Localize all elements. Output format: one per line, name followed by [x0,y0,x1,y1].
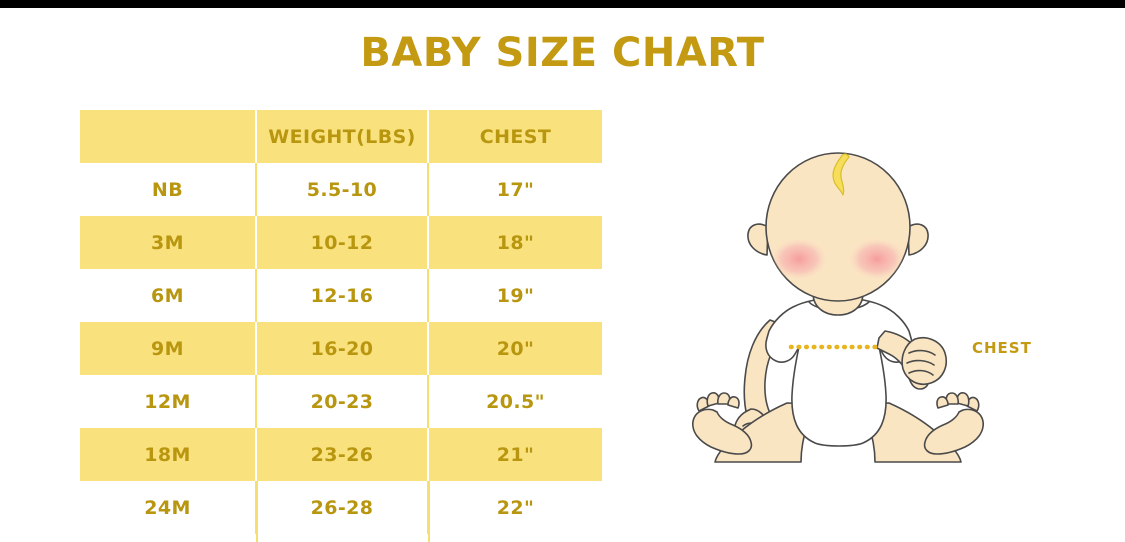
cell-weight: 10-12 [255,216,428,269]
table-row: 6M 12-16 19" [80,269,602,322]
table-row: 18M 23-26 21" [80,428,602,481]
cell-chest: 17" [427,163,602,216]
cell-weight: 26-28 [255,481,428,534]
table-row: 9M 16-20 20" [80,322,602,375]
cell-size: 24M [80,481,256,534]
cell-size: 3M [80,216,256,269]
cell-weight: 16-20 [255,322,428,375]
cell-weight: 23-26 [255,428,428,481]
table-row: NB 5.5-10 17" [80,163,602,216]
baby-onesie [765,297,913,447]
cell-weight: 5.5-10 [255,163,428,216]
cell-size: NB [80,163,256,216]
baby-right-arm [876,330,947,390]
cell-chest: 20" [427,322,602,375]
page-title: BABY SIZE CHART [360,30,765,76]
baby-left-ear [747,223,769,256]
table-row: 3M 10-12 18" [80,216,602,269]
baby-right-ear [907,223,929,256]
column-header-size [80,110,256,163]
size-chart-table: WEIGHT(LBS) CHEST NB 5.5-10 17" 3M 10-12… [80,110,602,534]
cell-weight: 20-23 [255,375,428,428]
baby-left-cheek [769,237,829,281]
baby-left-leg [691,392,819,463]
baby-illustration [675,135,1005,465]
table-column-divider [428,481,430,542]
table-column-divider [256,481,258,542]
cell-size: 18M [80,428,256,481]
cell-chest: 21" [427,428,602,481]
cell-size: 12M [80,375,256,428]
table-row: 24M 26-28 22" [80,481,602,534]
cell-size: 6M [80,269,256,322]
top-frame-bar [0,0,1125,8]
table-row: 12M 20-23 20.5" [80,375,602,428]
cell-size: 9M [80,322,256,375]
table-header-row: WEIGHT(LBS) CHEST [80,110,602,163]
baby-right-cheek [847,237,907,281]
cell-chest: 19" [427,269,602,322]
column-header-weight: WEIGHT(LBS) [255,110,428,163]
column-header-chest: CHEST [427,110,602,163]
cell-chest: 18" [427,216,602,269]
cell-chest: 22" [427,481,602,534]
baby-hair-curl [832,153,850,196]
chest-label: CHEST [972,339,1032,357]
cell-weight: 12-16 [255,269,428,322]
cell-chest: 20.5" [427,375,602,428]
